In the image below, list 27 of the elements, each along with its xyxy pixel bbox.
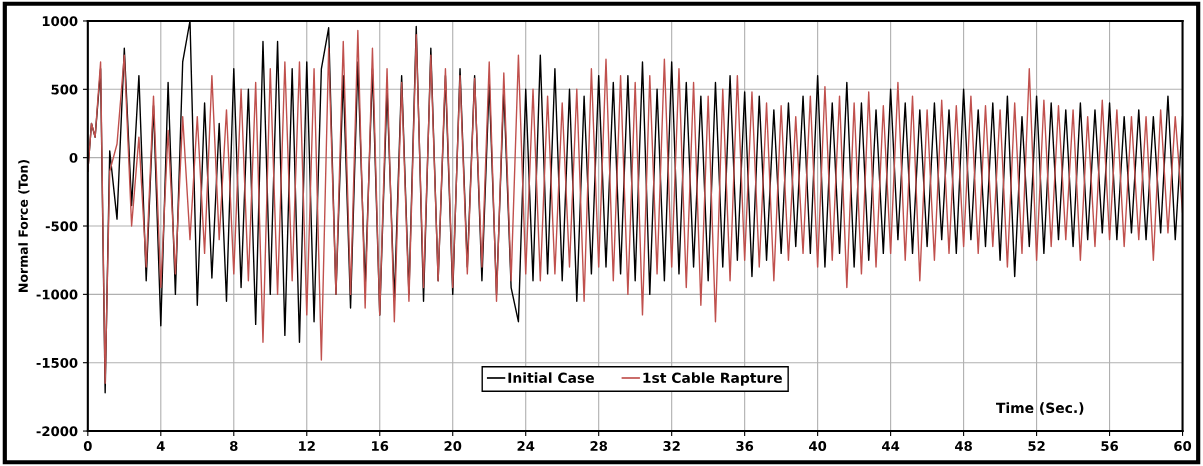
x-tick-label: 36 — [736, 441, 754, 451]
y-axis-title: Normal Force (Ton) — [18, 160, 30, 292]
x-tick-label: 28 — [590, 441, 608, 451]
y-tick-label: -1500 — [36, 357, 78, 368]
x-tick-label: 20 — [444, 441, 462, 451]
y-tick-label: 0 — [69, 152, 78, 163]
legend-label: Initial Case — [508, 372, 594, 384]
y-tick-label: -500 — [45, 221, 78, 232]
x-tick-label: 60 — [1174, 441, 1192, 451]
x-tick-label: 44 — [882, 441, 900, 451]
x-tick-label: 32 — [663, 441, 680, 451]
y-tick-label: 1000 — [42, 16, 78, 27]
x-tick-label: 52 — [1028, 441, 1045, 451]
x-tick-label: 48 — [955, 441, 972, 451]
x-tick-label: 4 — [156, 441, 165, 451]
x-tick-label: 8 — [230, 441, 238, 451]
x-tick-label: 40 — [809, 441, 827, 451]
x-tick-label: 24 — [517, 441, 535, 451]
y-tick-label: -1000 — [36, 289, 78, 300]
y-tick-label: 500 — [51, 84, 78, 95]
y-tick-label: -2000 — [36, 426, 78, 437]
x-tick-label: 56 — [1101, 441, 1119, 451]
x-axis-title: Time (Sec.) — [996, 402, 1084, 415]
x-tick-label: 0 — [83, 441, 92, 451]
legend-label: 1st Cable Rapture — [643, 372, 782, 386]
x-tick-label: 12 — [299, 441, 315, 451]
x-tick-label: 16 — [372, 441, 389, 451]
